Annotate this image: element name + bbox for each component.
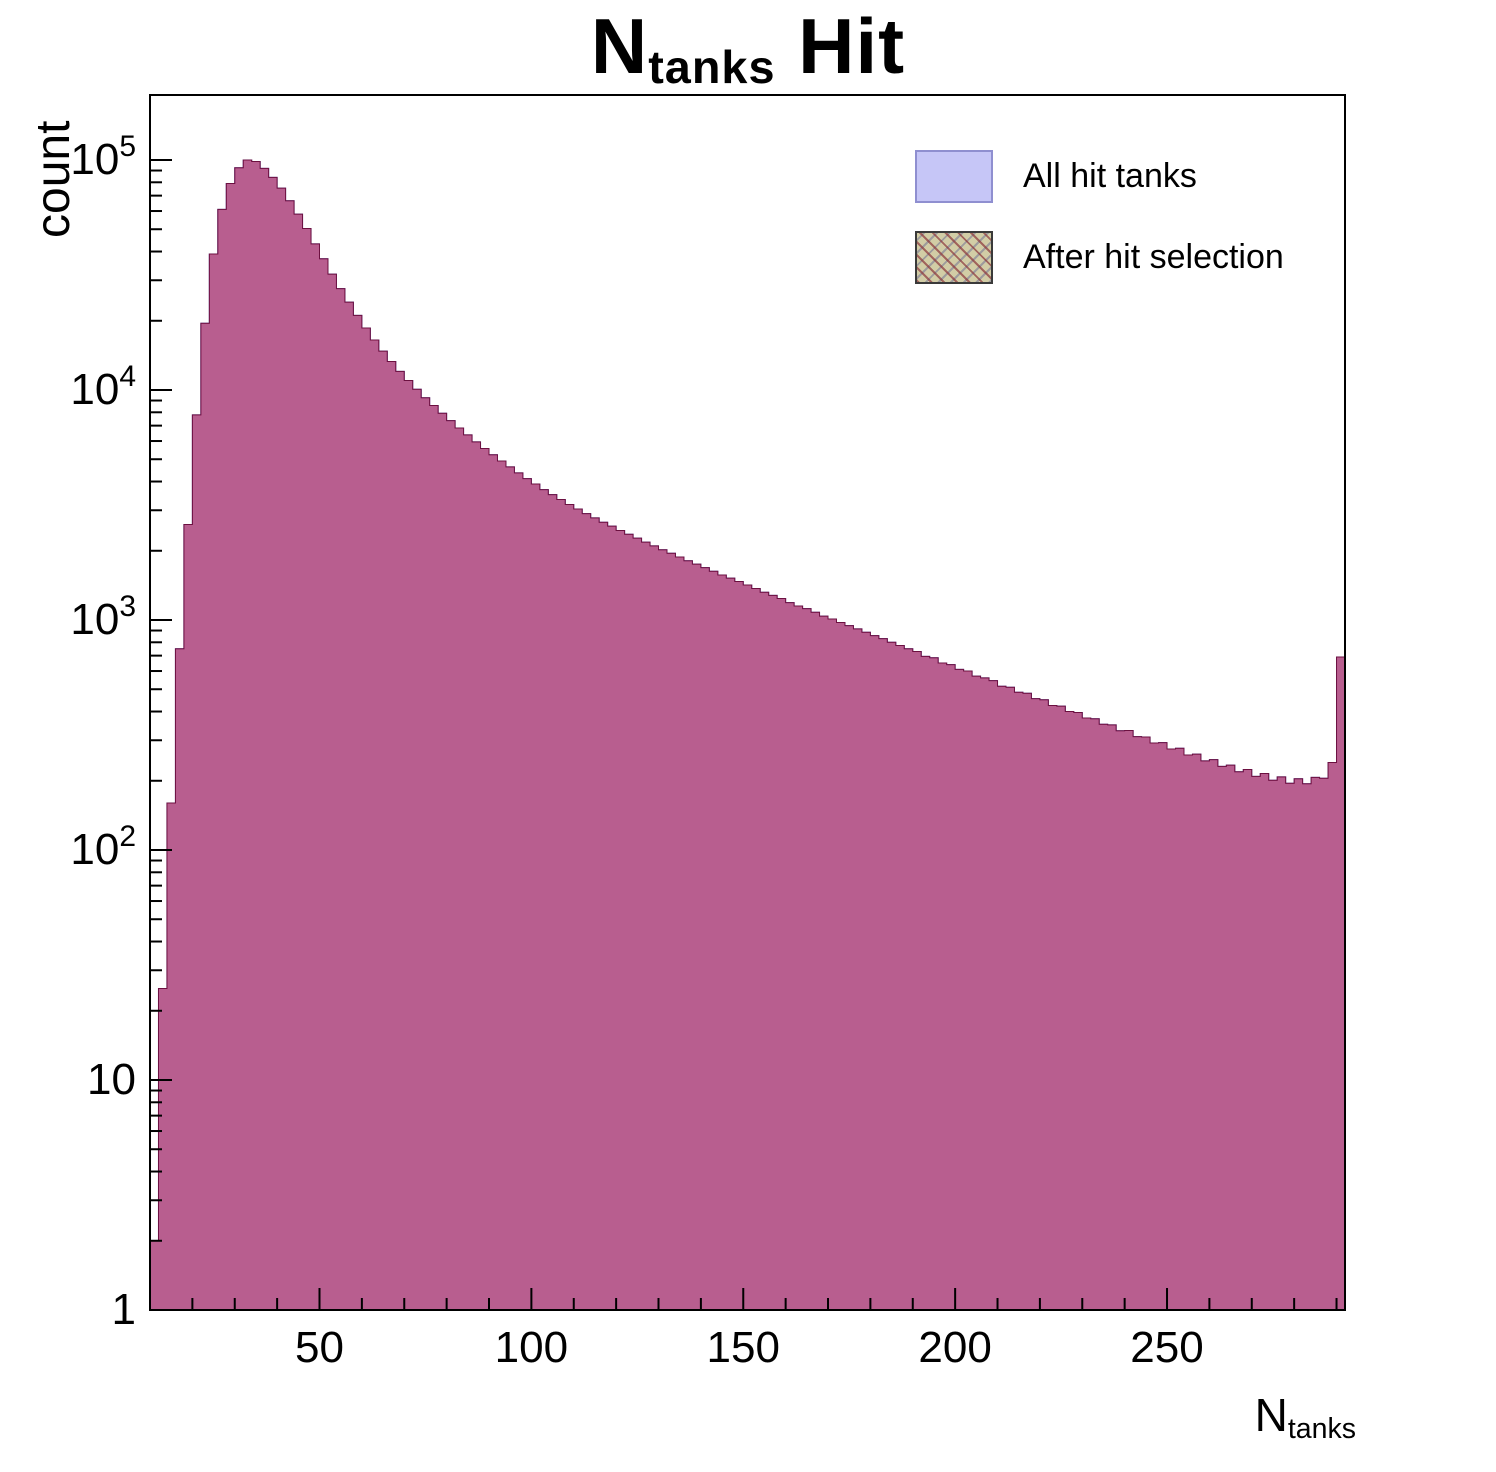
y-tick-label: 104 [70,360,136,414]
x-axis-title: Ntanks [1254,1388,1356,1446]
plot-frame [149,94,1346,1311]
y-tick-label: 1 [112,1285,136,1334]
y-tick-label: 105 [70,130,136,184]
title-main: N [590,2,649,90]
title-rest: Hit [775,2,906,90]
x-axis-title-subscript: tanks [1287,1413,1356,1446]
y-axis-title: count [27,120,80,238]
legend-swatch-all-icon [915,150,993,203]
title-subscript: tanks [648,41,776,94]
legend-entry-after-hit-selection: After hit selection [915,231,1284,284]
legend-entry-all-hit-tanks: All hit tanks [915,150,1284,203]
x-tick-label: 250 [1130,1323,1203,1372]
x-tick-label: 100 [495,1323,568,1372]
y-tick-label: 10 [87,1055,136,1104]
y-tick-label: 102 [70,820,136,874]
legend: All hit tanks After hit selection [915,150,1284,284]
legend-label-all: All hit tanks [1023,157,1197,195]
x-axis-title-main: N [1254,1389,1288,1441]
legend-swatch-after-icon [915,231,993,284]
x-tick-label: 50 [295,1323,344,1372]
x-tick-label: 150 [707,1323,780,1372]
legend-label-after: After hit selection [1023,238,1284,276]
histogram-series-after-hit-selection [149,159,1346,1311]
page-title: Ntanks Hit [0,5,1496,92]
y-tick-label: 103 [70,590,136,644]
x-tick-label: 200 [918,1323,991,1372]
